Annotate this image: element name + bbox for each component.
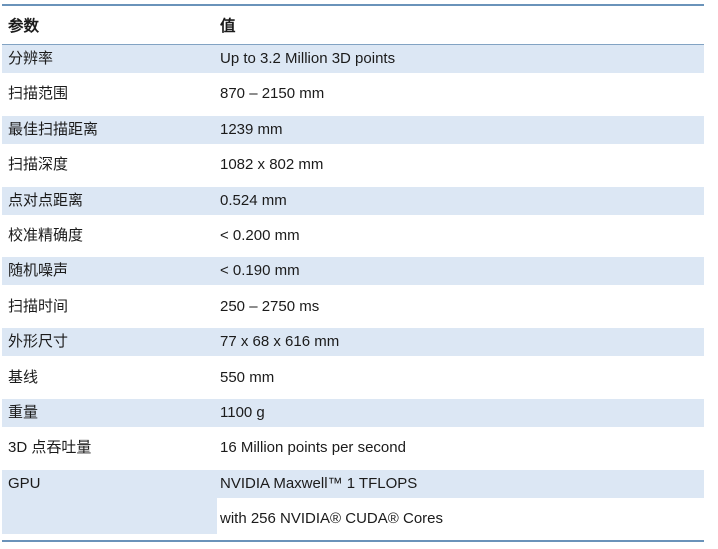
table-row: 扫描范围 870 – 2150 mm bbox=[2, 80, 704, 115]
row-band: GPU NVIDIA Maxwell™ 1 TFLOPS bbox=[2, 469, 704, 498]
row-band: 随机噪声 < 0.190 mm bbox=[2, 257, 704, 286]
param-label: 分辨率 bbox=[8, 50, 54, 67]
header-param-label: 参数 bbox=[8, 18, 40, 35]
param-value: Up to 3.2 Million 3D points bbox=[220, 50, 396, 67]
param-value: 77 x 68 x 616 mm bbox=[220, 333, 340, 351]
row-band: 基线 550 mm bbox=[2, 364, 704, 392]
param-label: 最佳扫描距离 bbox=[8, 120, 99, 138]
param-value: < 0.190 mm bbox=[220, 262, 300, 280]
param-value: with 256 NVIDIA® CUDA® Cores bbox=[220, 510, 444, 528]
param-label: 重量 bbox=[8, 403, 39, 421]
table-header-row: 参数 值 bbox=[2, 6, 704, 45]
param-value: 870 – 2150 mm bbox=[220, 85, 325, 103]
param-label: 扫描时间 bbox=[8, 297, 69, 315]
table-row: 外形尺寸 77 x 68 x 616 mm bbox=[2, 328, 704, 363]
row-band: 点对点距离 0.524 mm bbox=[2, 186, 704, 215]
spec-table: 参数 值 分辨率 Up to 3.2 Million 3D points 扫描范围 8… bbox=[2, 4, 704, 543]
table-row: 点对点距离 0.524 mm bbox=[2, 186, 704, 222]
row-band: 扫描范围 870 – 2150 mm bbox=[2, 80, 704, 108]
table-row: 最佳扫描距离 1239 mm bbox=[2, 115, 704, 151]
param-label: 随机噪声 bbox=[8, 262, 69, 280]
table-row: 分辨率 Up to 3.2 Million 3D points bbox=[2, 45, 704, 80]
header-value-label: 值 bbox=[220, 18, 236, 35]
row-band: 重量 1100 g bbox=[2, 398, 704, 427]
param-value: 1239 mm bbox=[220, 120, 283, 138]
row-band: 3D 点吞吐量 16 Million points per second bbox=[2, 434, 704, 462]
param-value: 250 – 2750 ms bbox=[220, 297, 320, 315]
table-row: 重量 1100 g bbox=[2, 398, 704, 434]
param-value: 16 Million points per second bbox=[220, 439, 406, 457]
param-label: 扫描深度 bbox=[8, 156, 69, 174]
param-value: 1082 x 802 mm bbox=[220, 156, 324, 174]
table-row: 校准精确度 < 0.200 mm bbox=[2, 222, 704, 257]
table-row: 基线 550 mm bbox=[2, 364, 704, 399]
row-band: 最佳扫描距离 1239 mm bbox=[2, 115, 704, 144]
param-value: 1100 g bbox=[220, 403, 265, 421]
table-body: 分辨率 Up to 3.2 Million 3D points 扫描范围 870 – … bbox=[2, 45, 704, 543]
param-label: 3D 点吞吐量 bbox=[8, 439, 92, 457]
row-band: 扫描深度 1082 x 802 mm bbox=[2, 151, 704, 179]
table-row: 随机噪声 < 0.190 mm bbox=[2, 257, 704, 292]
param-value: NVIDIA Maxwell™ 1 TFLOPS bbox=[220, 474, 418, 492]
param-value: 550 mm bbox=[220, 368, 275, 386]
table-row: 扫描深度 1082 x 802 mm bbox=[2, 151, 704, 186]
param-label: 校准精确度 bbox=[8, 226, 84, 244]
table-row: GPU NVIDIA Maxwell™ 1 TFLOPS with 256 NVID… bbox=[2, 469, 704, 541]
param-label: 扫描范围 bbox=[8, 85, 69, 103]
table-row: 3D 点吞吐量 16 Million points per second bbox=[2, 434, 704, 469]
param-label: GPU bbox=[8, 474, 41, 492]
row-band: 校准精确度 < 0.200 mm bbox=[2, 222, 704, 250]
table-row: 扫描时间 250 – 2750 ms bbox=[2, 293, 704, 328]
row-band: 扫描时间 250 – 2750 ms bbox=[2, 293, 704, 321]
param-label: 点对点距离 bbox=[8, 191, 84, 209]
param-value: 0.524 mm bbox=[220, 191, 287, 209]
param-label: 外形尺寸 bbox=[8, 333, 69, 351]
row-band: with 256 NVIDIA® CUDA® Cores bbox=[2, 505, 704, 533]
row-band: 分辨率 Up to 3.2 Million 3D points bbox=[2, 45, 704, 73]
row-band: 外形尺寸 77 x 68 x 616 mm bbox=[2, 328, 704, 357]
param-value: < 0.200 mm bbox=[220, 226, 300, 244]
param-label: 基线 bbox=[8, 368, 39, 386]
